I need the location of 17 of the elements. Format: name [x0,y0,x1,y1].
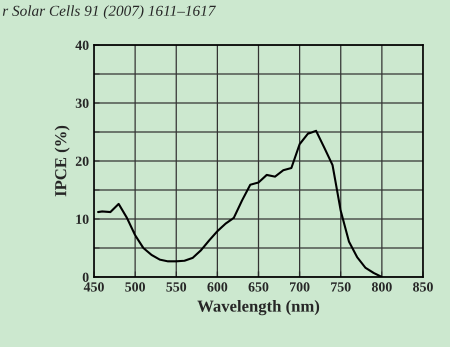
x-tick-label: 850 [413,282,433,292]
x-tick-label: 750 [331,282,351,292]
x-tick-label: 700 [290,282,310,292]
x-tick-label: 800 [372,282,392,292]
y-tick-label: 30 [76,98,89,108]
x-tick-label: 550 [166,282,186,292]
y-tick-label: 10 [76,214,89,224]
y-axis-title: IPCE (%) [54,126,70,196]
x-axis-title: Wavelength (nm) [197,300,320,316]
y-tick-label: 0 [82,272,89,282]
x-tick-label: 450 [84,282,104,292]
text: r Solar Cells 91 (2007) 1611–1617 [2,5,216,20]
y-tick-label: 40 [75,40,89,50]
x-tick-label: 650 [248,282,268,292]
x-tick-label: 600 [207,282,228,292]
y-tick-label: 20 [76,156,89,166]
x-tick-label: 500 [125,282,146,292]
